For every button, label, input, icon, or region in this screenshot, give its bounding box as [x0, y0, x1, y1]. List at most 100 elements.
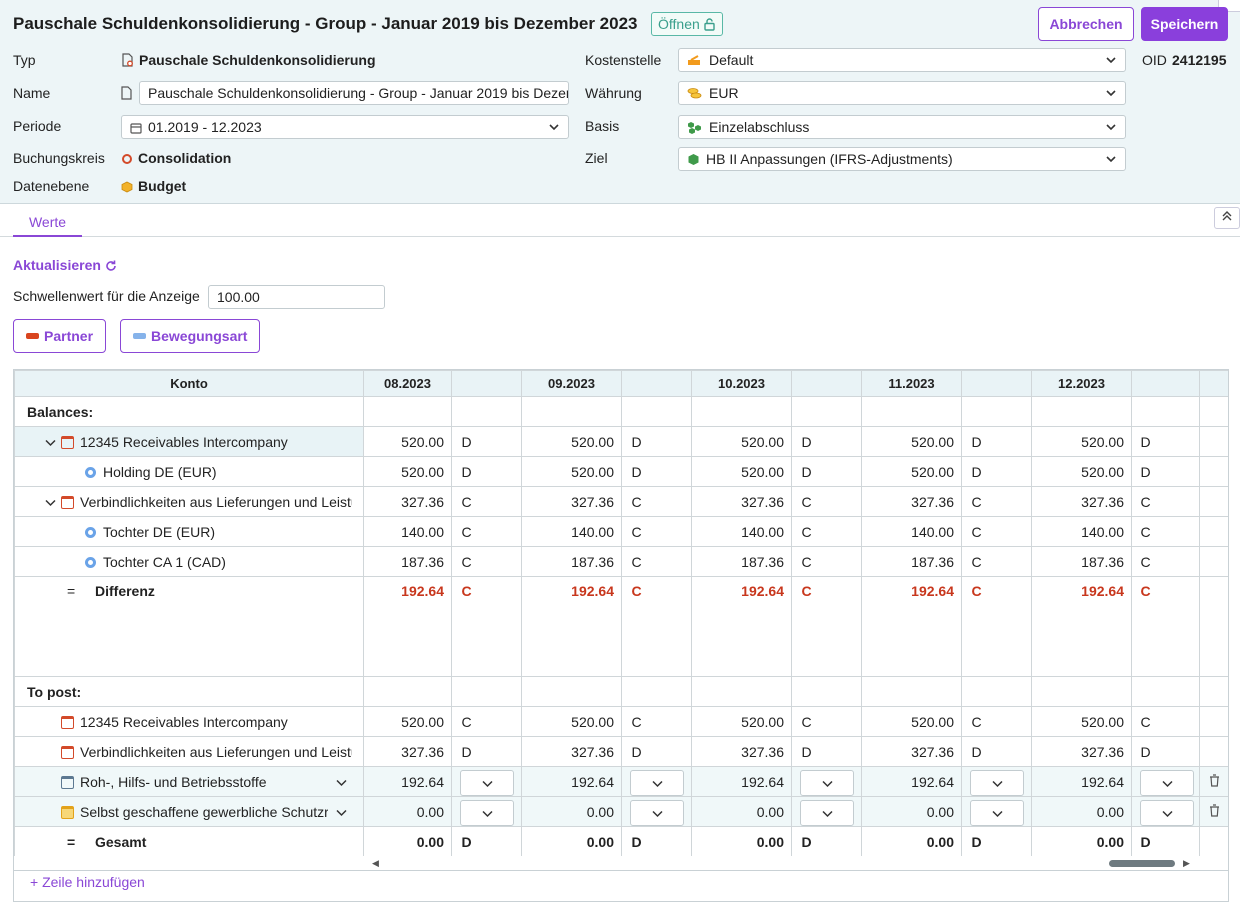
- cube-green-icon: [688, 154, 699, 165]
- partner-button[interactable]: Partner: [13, 319, 107, 353]
- partner-icon: [85, 526, 96, 538]
- konto-cell: Verbindlichkeiten aus Lieferungen und Le…: [14, 736, 364, 767]
- dc-cell: C: [791, 516, 862, 547]
- value-cell: 0.00: [521, 796, 622, 827]
- dc-select[interactable]: [630, 769, 684, 796]
- value-cell: 327.36: [861, 736, 962, 767]
- dc-cell: [621, 796, 692, 827]
- dc-cell: D: [961, 426, 1032, 457]
- value-cell: 327.36: [363, 486, 452, 517]
- dc-select[interactable]: [800, 769, 854, 796]
- oid-label: OID: [1142, 52, 1167, 68]
- equals-icon: =: [67, 583, 76, 599]
- dc-select[interactable]: [800, 799, 854, 826]
- value-cell: 187.36: [861, 546, 962, 577]
- chevrons-up-icon: [1222, 211, 1232, 221]
- value-cell: 0.00: [521, 826, 622, 857]
- periode-select[interactable]: 01.2019 - 12.2023: [121, 115, 569, 139]
- trash-icon[interactable]: [1209, 803, 1220, 820]
- name-label: Name: [13, 85, 51, 101]
- value-cell: 327.36: [691, 736, 792, 767]
- buchungskreis-value: Consolidation: [121, 150, 231, 166]
- grid-footer: + Zeile hinzufügen: [13, 871, 1229, 902]
- dc-select[interactable]: [630, 799, 684, 826]
- threshold-input[interactable]: 100.00: [208, 285, 385, 309]
- konto-label: Roh-, Hilfs- und Betriebsstoffe: [80, 773, 267, 790]
- dc-select[interactable]: [460, 799, 514, 826]
- value-cell: 140.00: [363, 516, 452, 547]
- bewegungsart-button[interactable]: Bewegungsart: [120, 319, 261, 353]
- document-icon: [121, 86, 132, 100]
- account-icon: [61, 805, 74, 819]
- basis-select[interactable]: Einzelabschluss: [678, 115, 1126, 139]
- cancel-button[interactable]: Abbrechen: [1038, 7, 1134, 41]
- dc-cell: C: [621, 516, 692, 547]
- calendar-icon: [130, 123, 142, 134]
- scroll-left-icon[interactable]: ◀: [372, 858, 379, 868]
- dc-cell: D: [791, 426, 862, 457]
- dc-select[interactable]: [1140, 769, 1194, 796]
- dc-select[interactable]: [970, 799, 1024, 826]
- table-row: = Differenz 192.64 C 192.64 C 192.64 C 192.64 C 19…: [14, 576, 1228, 677]
- chevron-down-icon: [1106, 90, 1116, 97]
- dc-cell: C: [961, 706, 1032, 737]
- konto-label: Verbindlichkeiten aus Lieferungen und Le…: [80, 493, 352, 510]
- kostenstelle-label: Kostenstelle: [585, 52, 662, 68]
- periode-label: Periode: [13, 118, 62, 134]
- dc-cell: [621, 766, 692, 797]
- dc-cell: C: [621, 486, 692, 517]
- expand-chevron-icon[interactable]: [45, 434, 61, 450]
- dc-cell: D: [961, 456, 1032, 487]
- tab-werte[interactable]: Werte: [13, 214, 82, 237]
- konto-label: 12345 Receivables Intercompany: [80, 433, 288, 450]
- dc-cell: [961, 766, 1032, 797]
- table-row: Roh-, Hilfs- und Betriebsstoffe 192.64 192…: [14, 766, 1228, 797]
- dc-cell: D: [621, 826, 692, 857]
- konto-label: Gesamt: [95, 833, 147, 850]
- refresh-button[interactable]: Aktualisieren: [13, 257, 117, 273]
- table-row: 12345 Receivables Intercompany 520.00 D 520…: [14, 426, 1228, 457]
- dc-cell: C: [1131, 706, 1200, 737]
- document-type-icon: [122, 53, 133, 67]
- table-row: = Gesamt 0.00 D 0.00 D 0.00 D 0.00 D 0.00 D: [14, 826, 1228, 857]
- dc-cell: [1131, 766, 1200, 797]
- account-icon: [61, 495, 74, 509]
- dc-select[interactable]: [970, 769, 1024, 796]
- account-select-chevron-icon[interactable]: [336, 804, 347, 820]
- konto-label: Selbst geschaffene gewerbliche Schutzrec…: [80, 803, 328, 820]
- dc-select[interactable]: [460, 769, 514, 796]
- scroll-right-icon[interactable]: ▶: [1183, 858, 1190, 868]
- konto-label: Differenz: [95, 583, 155, 599]
- add-row-link[interactable]: + Zeile hinzufügen: [30, 874, 145, 890]
- equals-icon: =: [67, 833, 76, 850]
- dc-cell: D: [451, 826, 522, 857]
- ziel-select[interactable]: HB II Anpassungen (IFRS-Adjustments): [678, 147, 1126, 171]
- waehrung-select[interactable]: EUR: [678, 81, 1126, 105]
- dc-cell: C: [451, 546, 522, 577]
- kostenstelle-select[interactable]: Default: [678, 48, 1126, 72]
- account-select-chevron-icon[interactable]: [336, 774, 347, 790]
- save-button[interactable]: Speichern: [1141, 7, 1228, 41]
- dc-cell: D: [451, 426, 522, 457]
- dc-cell: C: [621, 706, 692, 737]
- dc-cell: C: [791, 706, 862, 737]
- value-cell: 140.00: [1031, 516, 1132, 547]
- period-header: 11.2023: [861, 370, 962, 397]
- dc-cell: [451, 796, 522, 827]
- expand-chevron-icon[interactable]: [45, 494, 61, 510]
- dc-cell: C: [451, 576, 522, 677]
- scroll-thumb[interactable]: [1109, 860, 1175, 867]
- dc-cell: D: [621, 736, 692, 767]
- dc-cell: D: [1131, 736, 1200, 767]
- konto-cell: Roh-, Hilfs- und Betriebsstoffe: [14, 766, 364, 797]
- collapse-header-button[interactable]: [1214, 207, 1240, 229]
- horizontal-scrollbar[interactable]: ◀ ▶: [14, 856, 1228, 870]
- dc-select[interactable]: [1140, 799, 1194, 826]
- trash-icon[interactable]: [1209, 773, 1220, 790]
- buchungskreis-label: Buchungskreis: [13, 150, 105, 166]
- value-cell: 520.00: [521, 426, 622, 457]
- partner-icon: [85, 466, 96, 478]
- name-input[interactable]: Pauschale Schuldenkonsolidierung - Group…: [139, 81, 569, 105]
- period-header: 12.2023: [1031, 370, 1132, 397]
- dc-cell: D: [451, 736, 522, 767]
